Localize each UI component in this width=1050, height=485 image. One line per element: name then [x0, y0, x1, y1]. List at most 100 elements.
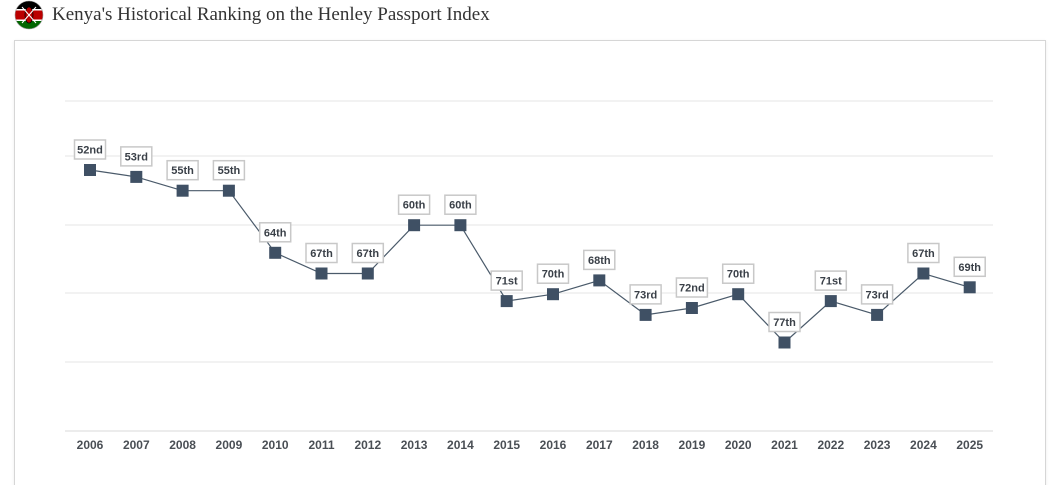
data-point: [269, 246, 282, 259]
x-tick-label: 2022: [817, 438, 844, 452]
title-row: Kenya's Historical Ranking on the Henley…: [14, 0, 490, 30]
data-label-box: [444, 194, 477, 215]
data-point: [315, 267, 328, 280]
data-point: [639, 308, 652, 321]
data-point: [778, 336, 791, 349]
data-label-box: [583, 249, 616, 271]
x-tick-label: 2021: [771, 438, 798, 452]
data-point: [593, 274, 606, 287]
x-tick-label: 2009: [216, 438, 243, 452]
data-label-box: [629, 284, 662, 305]
data-label-text: 60th: [403, 200, 426, 212]
data-label-text: 77th: [773, 317, 796, 329]
data-label-box: [120, 146, 153, 167]
data-label-text: 60th: [449, 200, 472, 212]
data-label: 67th: [351, 242, 385, 264]
data-label: 52nd: [73, 139, 107, 160]
data-label: 60th: [397, 194, 431, 215]
x-tick-label: 2018: [632, 438, 659, 452]
label-layer: 52nd 53rd 55th 55th 64th 67th 67th 60th 60th 71st…: [73, 139, 986, 333]
data-label-text: 53rd: [125, 151, 148, 163]
data-point: [685, 302, 698, 314]
data-label-text: 70th: [542, 269, 565, 281]
data-point: [500, 295, 513, 308]
data-label: 67th: [305, 242, 338, 264]
data-label: 55th: [212, 159, 246, 181]
data-point: [917, 267, 930, 280]
data-label-box: [675, 277, 709, 298]
x-tick-label: 2010: [262, 438, 289, 452]
line-chart: 52nd 53rd 55th 55th 64th 67th 67th 60th 60th 71st…: [65, 100, 993, 452]
data-label-box: [814, 270, 848, 291]
data-label-text: 70th: [727, 269, 750, 281]
data-label: 73rd: [860, 284, 894, 305]
data-point: [454, 219, 467, 232]
data-label-text: 55th: [218, 165, 241, 177]
data-point: [871, 308, 884, 321]
chart-card: 52nd 53rd 55th 55th 64th 67th 67th 60th 60th 71st…: [14, 40, 1046, 485]
tick-layer: 2006 2007 2008 2009 2010 2011 2012 2013 2014 2015…: [77, 438, 984, 452]
data-label: 67th: [907, 242, 940, 264]
data-point: [732, 288, 745, 301]
data-label: 71st: [490, 270, 523, 291]
data-label-box: [305, 242, 338, 264]
data-label: 70th: [536, 263, 570, 284]
data-label-text: 67th: [912, 248, 935, 260]
data-point: [361, 267, 374, 280]
data-label: 64th: [258, 222, 292, 243]
data-point: [176, 184, 189, 197]
data-label-box: [212, 159, 246, 181]
data-label: 69th: [953, 256, 986, 278]
x-tick-label: 2025: [956, 438, 983, 452]
x-tick-label: 2019: [679, 438, 706, 452]
x-tick-label: 2017: [586, 438, 613, 452]
data-point: [547, 288, 559, 301]
data-label-text: 64th: [264, 227, 287, 239]
data-label-text: 52nd: [77, 145, 103, 157]
x-tick-label: 2015: [493, 438, 520, 452]
data-label-box: [166, 159, 199, 181]
x-tick-label: 2014: [447, 438, 474, 452]
x-tick-label: 2007: [123, 438, 150, 452]
data-point: [222, 184, 235, 197]
data-label-text: 72nd: [679, 283, 705, 295]
data-label-box: [907, 242, 940, 264]
data-point: [130, 170, 143, 183]
data-label: 73rd: [629, 284, 662, 305]
data-label-text: 69th: [958, 262, 981, 274]
data-label-box: [536, 263, 570, 284]
data-label: 68th: [583, 249, 616, 271]
data-label-text: 68th: [588, 255, 611, 267]
kenya-flag-icon: [14, 0, 44, 30]
data-label-box: [73, 139, 107, 160]
data-point: [824, 295, 837, 308]
data-label: 71st: [814, 270, 848, 291]
data-label: 55th: [166, 159, 199, 181]
data-label: 53rd: [120, 146, 153, 167]
data-label-box: [768, 311, 801, 333]
x-tick-label: 2013: [401, 438, 428, 452]
grid-layer: [65, 100, 993, 432]
data-label-text: 67th: [310, 248, 333, 260]
page-title: Kenya's Historical Ranking on the Henley…: [52, 4, 490, 25]
data-label-text: 73rd: [634, 289, 657, 301]
data-point: [963, 281, 976, 294]
x-tick-label: 2011: [308, 438, 334, 452]
data-label: 60th: [444, 194, 477, 215]
x-tick-label: 2006: [77, 438, 104, 452]
data-label-text: 71st: [820, 276, 842, 288]
data-label: 70th: [721, 263, 755, 284]
x-tick-label: 2024: [910, 438, 937, 452]
data-label-text: 67th: [356, 248, 379, 260]
marker-layer: [84, 164, 976, 349]
x-tick-label: 2016: [540, 438, 567, 452]
x-tick-label: 2023: [864, 438, 891, 452]
x-tick-label: 2020: [725, 438, 752, 452]
data-label-box: [490, 270, 523, 291]
line-layer: [89, 169, 970, 344]
data-label-box: [860, 284, 894, 305]
data-label-box: [351, 242, 385, 264]
series-line: [89, 169, 970, 344]
data-label-text: 55th: [171, 165, 194, 177]
data-label: 72nd: [675, 277, 709, 298]
